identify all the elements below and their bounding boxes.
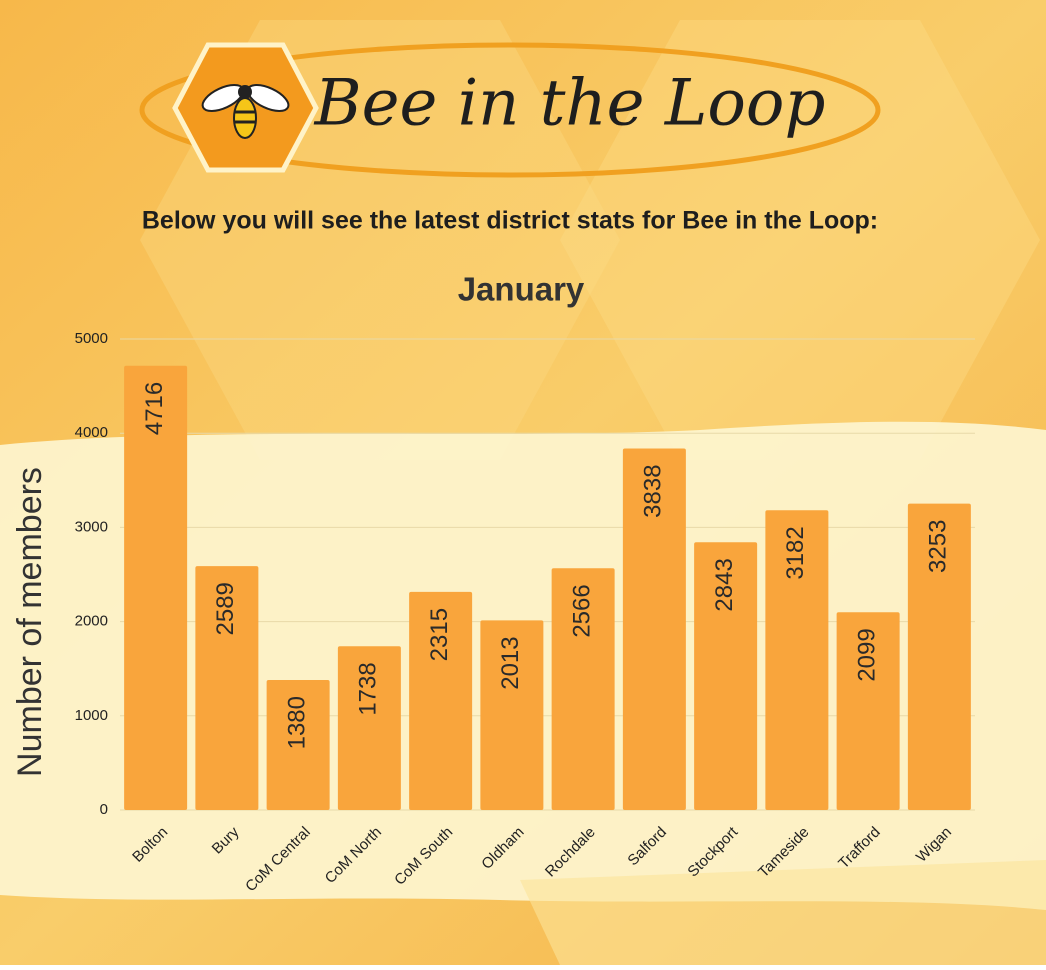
bar — [907, 503, 971, 810]
value-label: 4716 — [141, 382, 168, 435]
y-tick-label: 2000 — [75, 613, 108, 630]
value-label: 2013 — [497, 636, 524, 689]
bar — [409, 591, 473, 810]
bar — [694, 542, 758, 810]
bar — [266, 680, 330, 810]
heading: Below you will see the latest district s… — [142, 207, 878, 235]
y-tick-label: 5000 — [75, 330, 108, 347]
hexagon-decor — [560, 20, 1040, 460]
chart-title: January — [458, 271, 585, 308]
value-label: 3182 — [782, 526, 809, 579]
bee-icon — [201, 84, 290, 139]
value-label: 2843 — [711, 558, 738, 611]
value-label: 2566 — [568, 584, 595, 637]
value-label: 3253 — [925, 520, 952, 573]
logo-text: Bee in the Loop — [314, 67, 826, 141]
bar — [480, 620, 544, 810]
y-tick-label: 3000 — [75, 518, 108, 535]
value-label: 3838 — [640, 464, 667, 517]
bar — [551, 568, 615, 810]
bar — [124, 365, 188, 810]
bar — [836, 612, 900, 810]
bar — [337, 646, 401, 810]
value-label: 2099 — [853, 628, 880, 681]
value-label: 1380 — [283, 696, 310, 749]
value-label: 2315 — [426, 608, 453, 661]
y-axis-label: Number of members — [11, 467, 49, 777]
y-tick-label: 0 — [100, 801, 108, 818]
hexagon-decor — [520, 860, 1046, 965]
y-tick-label: 1000 — [75, 707, 108, 724]
value-label: 2589 — [212, 582, 239, 635]
bar — [195, 566, 259, 810]
value-label: 1738 — [355, 662, 382, 715]
bar — [765, 510, 829, 810]
bar — [622, 448, 686, 810]
logo-ring — [139, 42, 881, 178]
y-tick-label: 4000 — [75, 424, 108, 441]
